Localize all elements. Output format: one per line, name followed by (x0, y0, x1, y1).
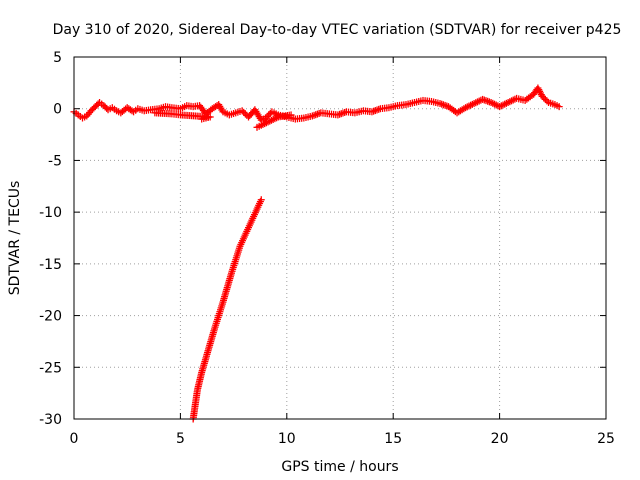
x-tick-label: 5 (176, 431, 185, 447)
data-point (238, 107, 246, 115)
y-tick-label: -30 (39, 412, 62, 428)
x-tick-labels: 0 5 10 15 20 25 (70, 431, 615, 447)
y-tick-label: -15 (39, 257, 62, 273)
x-tick-label: 25 (597, 431, 615, 447)
x-tick-label: 0 (70, 431, 79, 447)
data-point (540, 94, 548, 102)
x-tick-label: 15 (384, 431, 402, 447)
data-point (262, 114, 270, 122)
plot-frame (73, 56, 607, 420)
y-tick-label: 5 (53, 50, 62, 66)
data-point (538, 92, 546, 100)
chart-title: Day 310 of 2020, Sidereal Day-to-day VTE… (53, 22, 622, 38)
x-tick-label: 10 (278, 431, 296, 447)
y-tick-label: 0 (53, 102, 62, 118)
data-point (240, 108, 248, 116)
data-point (263, 112, 271, 120)
data-point (151, 109, 159, 117)
y-tick-label: -5 (48, 153, 62, 169)
data-point (555, 103, 563, 111)
y-tick-label: -10 (39, 205, 62, 221)
x-axis-label: GPS time / hours (281, 459, 398, 475)
data-point (541, 95, 549, 103)
data-point (287, 111, 295, 119)
y-axis-label: SDTVAR / TECUs (7, 181, 23, 296)
data-points (70, 84, 563, 423)
x-tick-label: 20 (491, 431, 509, 447)
y-tick-label: -25 (39, 360, 62, 376)
y-tick-label: -20 (39, 309, 62, 325)
data-point (265, 111, 273, 119)
y-tick-labels: 5 0 -5 -10 -15 -20 -25 -30 (39, 50, 62, 428)
data-point (543, 97, 551, 105)
